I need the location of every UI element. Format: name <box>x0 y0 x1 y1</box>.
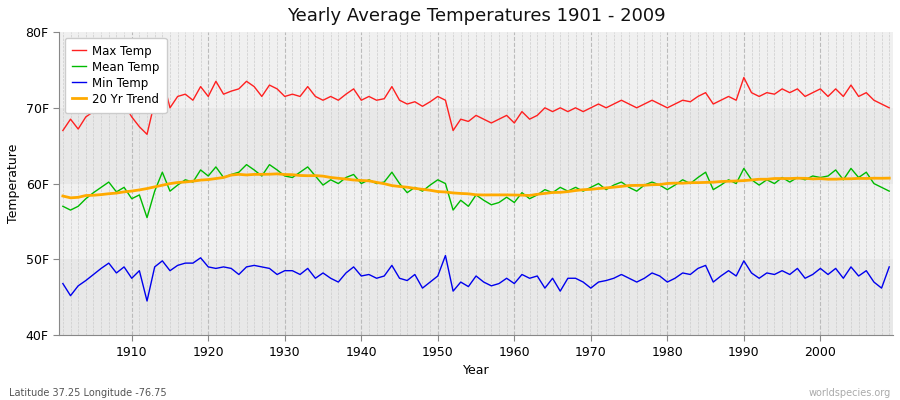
Y-axis label: Temperature: Temperature <box>7 144 20 223</box>
Min Temp <box>884 264 895 269</box>
Min Temp <box>141 298 152 303</box>
20 Yr Trend <box>884 176 895 180</box>
Max Temp <box>302 84 313 89</box>
Mean Temp <box>517 190 527 195</box>
Line: Min Temp: Min Temp <box>63 256 889 301</box>
Max Temp <box>141 132 152 137</box>
Max Temp <box>517 109 527 114</box>
20 Yr Trend <box>126 189 137 194</box>
20 Yr Trend <box>348 178 359 182</box>
Mean Temp <box>141 215 152 220</box>
Max Temp <box>58 128 68 133</box>
20 Yr Trend <box>616 184 626 189</box>
Max Temp <box>616 98 626 103</box>
Min Temp <box>294 272 305 277</box>
20 Yr Trend <box>302 173 313 178</box>
Title: Yearly Average Temperatures 1901 - 2009: Yearly Average Temperatures 1901 - 2009 <box>287 7 665 25</box>
Bar <box>59 184 893 259</box>
Line: Max Temp: Max Temp <box>63 78 889 134</box>
Min Temp <box>440 253 451 258</box>
Min Temp <box>58 281 68 286</box>
Bar <box>59 32 893 108</box>
20 Yr Trend <box>272 172 283 176</box>
Min Temp <box>340 270 351 275</box>
Mean Temp <box>119 185 130 190</box>
Text: worldspecies.org: worldspecies.org <box>809 388 891 398</box>
Max Temp <box>157 75 167 80</box>
Mean Temp <box>884 189 895 194</box>
Text: Latitude 37.25 Longitude -76.75: Latitude 37.25 Longitude -76.75 <box>9 388 166 398</box>
Max Temp <box>884 106 895 110</box>
Mean Temp <box>241 162 252 167</box>
Max Temp <box>524 117 535 122</box>
Max Temp <box>348 86 359 91</box>
Legend: Max Temp, Mean Temp, Min Temp, 20 Yr Trend: Max Temp, Mean Temp, Min Temp, 20 Yr Tre… <box>65 38 166 113</box>
Max Temp <box>119 102 130 106</box>
Min Temp <box>517 272 527 277</box>
Mean Temp <box>524 196 535 201</box>
20 Yr Trend <box>65 196 76 200</box>
20 Yr Trend <box>517 193 527 198</box>
Min Temp <box>616 272 626 277</box>
X-axis label: Year: Year <box>463 364 490 377</box>
20 Yr Trend <box>58 194 68 198</box>
20 Yr Trend <box>524 193 535 198</box>
Bar <box>59 108 893 184</box>
Mean Temp <box>58 204 68 209</box>
Line: 20 Yr Trend: 20 Yr Trend <box>63 174 889 198</box>
Mean Temp <box>616 180 626 184</box>
Mean Temp <box>302 164 313 169</box>
Mean Temp <box>348 172 359 177</box>
Min Temp <box>119 264 130 269</box>
Min Temp <box>524 276 535 281</box>
Line: Mean Temp: Mean Temp <box>63 165 889 218</box>
Bar <box>59 259 893 335</box>
